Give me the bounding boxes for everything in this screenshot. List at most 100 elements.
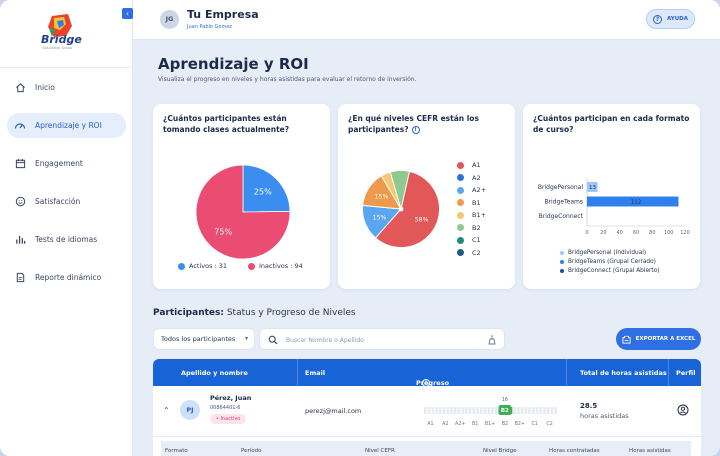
legend-item[interactable]: BridgePersonal (Individual) <box>560 248 660 257</box>
legend-dot <box>560 251 564 255</box>
legend-label: A1 <box>472 161 481 169</box>
x-tick-label: 120 <box>680 230 690 236</box>
gauge-icon <box>14 120 26 132</box>
search-box <box>259 328 505 350</box>
level-tick-label: B1+ <box>485 421 495 427</box>
x-tick-label: 0 <box>585 230 588 236</box>
progress-segment <box>472 407 475 414</box>
progress-segment <box>528 407 531 414</box>
company-name: Tu Empresa <box>187 8 259 21</box>
column-header[interactable]: Email <box>305 369 325 377</box>
sidebar-item-satisfaccion[interactable]: Satisfacción <box>7 189 126 214</box>
progress-segment <box>443 407 446 414</box>
brand-sub: Education Group <box>43 46 72 50</box>
legend-label: B1+ <box>472 211 486 219</box>
legend-item-c1[interactable]: C1 <box>457 234 486 247</box>
page-subtitle: Visualiza el progreso en niveles y horas… <box>158 76 416 83</box>
divider <box>668 359 669 386</box>
legend-dot <box>248 263 255 270</box>
progress-segment <box>539 407 542 414</box>
progress-segment <box>465 407 468 414</box>
filter-value: Todos los participantes <box>161 335 235 343</box>
sidebar-item-reporte[interactable]: Reporte dinámico <box>7 265 126 290</box>
progress-segment <box>517 407 520 414</box>
export-excel-button[interactable]: EXPORTAR A EXCEL <box>616 328 701 350</box>
legend-dot <box>457 224 464 231</box>
legend-item-a2[interactable]: A2 <box>457 172 486 185</box>
detail-column-header: Formato <box>165 448 188 454</box>
progress-segment <box>521 407 524 414</box>
column-header[interactable]: Perfil <box>676 369 695 377</box>
legend-item[interactable]: BridgeConnect (Grupal Abierto) <box>560 266 660 275</box>
cefr-card: ¿En qué niveles CEFR están los participa… <box>338 104 515 289</box>
participant-email: perezj@mail.com <box>305 407 361 415</box>
sidebar-item-engagement[interactable]: Engagement <box>7 151 126 176</box>
search-input[interactable] <box>286 333 476 347</box>
progress-segment <box>424 407 427 414</box>
participants-title-bold: Participantes: <box>153 308 224 318</box>
help-button[interactable]: ? AYUDA <box>646 9 695 29</box>
legend-label: A2+ <box>472 186 486 194</box>
legend-active: Activos : 31 <box>178 262 227 270</box>
detail-column-header: Nivel CEFR <box>365 448 395 454</box>
slice-label: 15% <box>375 194 389 201</box>
detail-column-header: Horas contratadas <box>549 448 600 454</box>
column-header[interactable]: Total de horas asistidas <box>580 369 667 377</box>
sidebar-item-inicio[interactable]: Inicio <box>7 75 126 100</box>
table-row[interactable]: ⌃ PJ Pérez, Juan 00864401-6 • Inactivo p… <box>153 386 701 437</box>
legend-dot <box>457 174 464 181</box>
x-tick-label: 40 <box>616 230 622 236</box>
legend-item-a2-plus[interactable]: A2+ <box>457 184 486 197</box>
calendar-icon <box>14 158 26 170</box>
legend-item-b1[interactable]: B1 <box>457 197 486 210</box>
info-icon[interactable]: i <box>412 126 420 134</box>
cefr-pie-chart: 58% 15% 15% <box>360 168 442 250</box>
profile-icon[interactable] <box>677 404 689 416</box>
slice-label: 75% <box>214 228 232 237</box>
slice-label: 25% <box>254 187 272 196</box>
collapse-sidebar-button[interactable]: ‹ <box>122 8 133 19</box>
category-label: BridgeConnect <box>539 213 584 220</box>
detail-column-header: Período <box>241 448 262 454</box>
home-icon <box>14 82 26 94</box>
legend-item-a1[interactable]: A1 <box>457 159 486 172</box>
card-title: ¿En qué niveles CEFR están los participa… <box>348 113 508 135</box>
level-tick-label: A2 <box>442 421 448 427</box>
question-icon: ? <box>653 15 662 24</box>
level-tick-label: A2+ <box>455 421 465 427</box>
legend-item-c2[interactable]: C2 <box>457 247 486 260</box>
participant-id: 00864401-6 <box>210 405 240 411</box>
sidebar-item-label: Aprendizaje y ROI <box>35 121 102 130</box>
sidebar-item-label: Reporte dinámico <box>35 273 101 282</box>
progress-segment <box>543 407 546 414</box>
legend-dot <box>560 260 564 264</box>
avatar[interactable]: JG <box>160 10 179 29</box>
legend-item[interactable]: BridgeTeams (Grupal Cerrado) <box>560 257 660 266</box>
current-level-label: B2 <box>501 408 509 414</box>
brand-name: Bridge <box>41 33 82 46</box>
progress-segment <box>469 407 472 414</box>
divider <box>297 359 298 386</box>
column-header[interactable]: Apellido y nombre <box>181 369 248 377</box>
pie-center <box>399 207 404 212</box>
clear-icon[interactable] <box>487 334 497 345</box>
legend-item-b2[interactable]: B2 <box>457 222 486 235</box>
top-bar: JG Tu Empresa Juan Pablo Gómez ? AYUDA <box>133 0 720 40</box>
avatar: PJ <box>180 400 200 420</box>
x-tick-label: 80 <box>649 230 655 236</box>
detail-header: Formato Período Nivel CEFR Nivel Bridge … <box>161 441 691 456</box>
export-label: EXPORTAR A EXCEL <box>636 336 696 342</box>
level-tick-label: C1 <box>531 421 537 427</box>
legend-label: B1 <box>472 199 481 207</box>
legend-item-b1-plus[interactable]: B1+ <box>457 209 486 222</box>
sidebar-item-tests[interactable]: Tests de idiomas <box>7 227 126 252</box>
table-header: Apellido y nombre Email Progreso de nive… <box>153 359 701 386</box>
slice-label: 15% <box>373 215 387 222</box>
progress-segment <box>480 407 483 414</box>
smile-icon <box>14 196 26 208</box>
participants-filter-select[interactable]: Todos los participantes ▾ <box>153 328 255 350</box>
sidebar-item-aprendizaje[interactable]: Aprendizaje y ROI <box>7 113 126 138</box>
format-legend: BridgePersonal (Individual) BridgeTeams (… <box>560 248 660 275</box>
chevron-up-icon[interactable]: ⌃ <box>163 406 170 415</box>
